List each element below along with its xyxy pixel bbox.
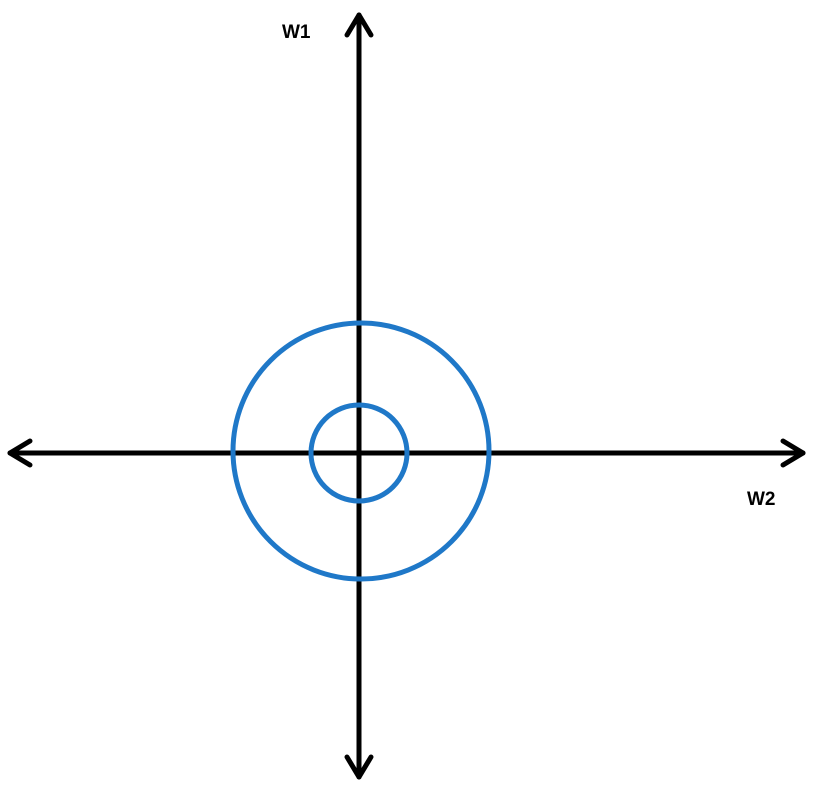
vertical-axis-top-arrow-icon bbox=[344, 12, 374, 38]
horizontal-axis-right-arrow-icon bbox=[780, 438, 806, 468]
inner-contour-circle bbox=[308, 402, 410, 504]
vertical-axis-label: W1 bbox=[282, 22, 311, 43]
vertical-axis-bottom-arrow-icon bbox=[344, 754, 374, 780]
horizontal-axis-left-arrow-icon bbox=[7, 438, 33, 468]
horizontal-axis-label: W2 bbox=[747, 489, 776, 510]
outer-contour-circle bbox=[230, 320, 492, 582]
